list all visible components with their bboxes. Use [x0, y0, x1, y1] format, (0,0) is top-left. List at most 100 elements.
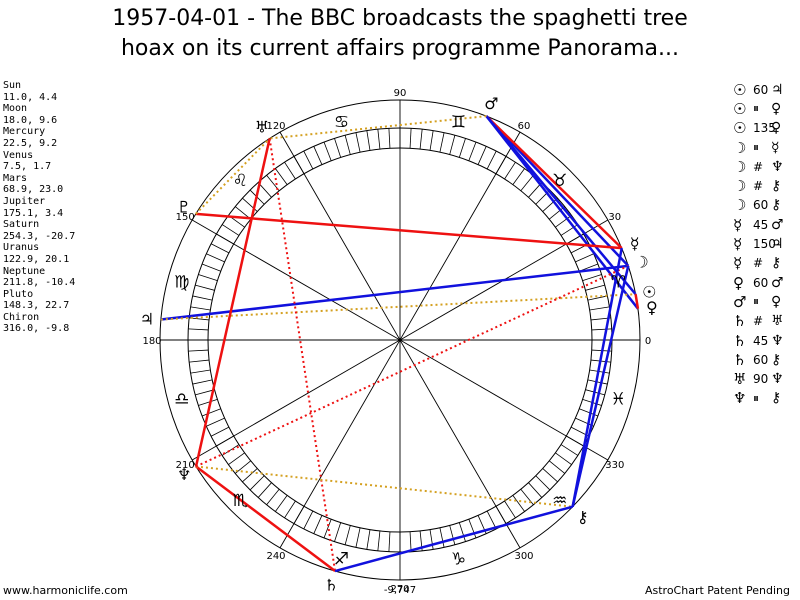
degree-tick [303, 510, 314, 530]
planet-glyph-neptune: ♆ [177, 465, 191, 484]
aspect-row: ♂ ⏸ ♀ [733, 292, 784, 311]
aspect-planet-1-glyph: ☿ [733, 254, 743, 273]
degree-tick [195, 389, 215, 396]
aspect-line [485, 115, 630, 267]
planet-glyph-pluto: ♇ [177, 198, 191, 217]
aspect-line [269, 115, 487, 140]
degree-tick [419, 129, 423, 150]
aspect-type: # [753, 179, 764, 194]
degree-tick [195, 284, 215, 291]
planet-coords-moon: 18.0, 9.6 [3, 114, 58, 126]
aspect-planet-1-glyph: ☽ [733, 138, 747, 157]
degree-tick [439, 527, 445, 548]
degree-label: 180 [142, 336, 161, 347]
aspect-planet-2-glyph: ♀ [771, 120, 782, 137]
aspect-type: 150 [753, 237, 776, 252]
degree-tick [192, 379, 213, 385]
degree-tick [190, 369, 211, 374]
zodiac-sign-glyph: ♐ [334, 549, 349, 569]
zodiac-sign-glyph: ♑ [451, 549, 466, 569]
degree-tick [409, 531, 412, 552]
aspect-planet-2-glyph: ⚷ [771, 255, 782, 272]
degree-tick [323, 519, 332, 539]
aspect-line [634, 294, 640, 309]
degree-tick [303, 150, 314, 170]
aspect-planet-2-glyph: ☿ [771, 139, 780, 156]
planet-name-pluto: Pluto [3, 288, 34, 300]
degree-tick [377, 129, 381, 150]
aspect-planet-2-glyph: ♂ [771, 274, 784, 291]
degree-tick [198, 398, 218, 406]
degree-tick [228, 452, 245, 465]
aspect-planet-2-glyph: ♀ [771, 293, 782, 310]
aspect-row: ☽ 60 ⚷ [733, 196, 784, 215]
planet-coords-pluto: 148.3, 22.7 [3, 300, 70, 312]
degree-tick [582, 274, 602, 282]
chart-title: 1957-04-01 - The BBC broadcasts the spag… [0, 4, 800, 64]
planet-name-moon: Moon [3, 103, 28, 115]
degree-tick [589, 306, 610, 311]
degree-tick [486, 510, 497, 530]
degree-tick [548, 460, 566, 474]
aspect-row: ☉ 135 ♀ [733, 119, 784, 138]
degree-label: 30 [608, 212, 621, 223]
degree-tick [366, 130, 371, 151]
zodiac-sign-glyph: ♒ [552, 491, 567, 511]
zodiac-sign-glyph: ♍ [174, 273, 189, 293]
aspect-type: 60 [753, 275, 769, 290]
aspect-planet-1-glyph: ☽ [733, 196, 747, 215]
planet-name-uranus: Uranus [3, 242, 40, 254]
degree-tick [458, 138, 466, 158]
degree-tick [555, 215, 572, 228]
degree-tick [242, 468, 258, 483]
aspect-planet-1-glyph: ☽ [733, 157, 747, 176]
aspect-type: ⏸ [753, 294, 760, 309]
degree-tick [284, 500, 296, 519]
degree-tick [575, 253, 594, 263]
aspect-planet-1-glyph: ♆ [733, 389, 747, 408]
aspect-type: # [753, 256, 764, 271]
degree-tick [486, 150, 497, 170]
planet-coords-sun: 11.0, 4.4 [3, 91, 58, 103]
aspect-row: ♀ 60 ♂ [733, 273, 784, 292]
degree-label: 120 [266, 121, 285, 132]
zodiac-sign-glyph: ♈ [611, 273, 626, 293]
aspect-lines [160, 115, 640, 573]
planet-coords-chiron: 316.0, -9.8 [3, 323, 70, 335]
aspect-type: 45 [753, 333, 769, 348]
aspect-type: 135 [753, 121, 776, 136]
aspect-line [195, 465, 573, 508]
aspect-row: ☽ ⏸ ☿ [733, 138, 784, 157]
degree-tick [560, 444, 579, 456]
degree-tick [275, 495, 288, 512]
degree-tick [409, 128, 412, 149]
degree-tick [535, 475, 551, 491]
planet-name-jupiter: Jupiter [3, 195, 46, 207]
degree-tick [468, 519, 477, 539]
aspect-row: ♅ 90 ♆ [733, 369, 784, 388]
degree-tick [388, 531, 391, 552]
aspect-row: ☿ 150 ♃ [733, 234, 784, 253]
degree-tick [189, 359, 210, 363]
aspect-planet-2-glyph: ♆ [771, 371, 784, 388]
planet-glyph-moon: ☽ [634, 253, 648, 272]
degree-tick [201, 263, 221, 272]
aspect-planet-1-glyph: ☿ [733, 235, 743, 254]
degree-tick [429, 130, 434, 151]
degree-tick [388, 128, 391, 149]
degree-tick [266, 488, 280, 506]
planet-coords-venus: 7.5, 1.7 [3, 161, 52, 173]
aspect-row: ♄ 60 ⚷ [733, 350, 784, 369]
aspect-planet-2-glyph: ♅ [771, 313, 784, 330]
degree-tick [355, 132, 361, 153]
planet-glyph-jupiter: ♃ [140, 309, 154, 328]
spoke-line [191, 219, 609, 461]
aspect-row: ☽ # ♆ [733, 157, 784, 176]
degree-tick [548, 206, 566, 220]
aspect-type: 60 [753, 352, 769, 367]
aspect-type: # [753, 314, 764, 329]
aspect-line [485, 115, 623, 250]
degree-tick [234, 460, 252, 474]
degree-tick [477, 146, 487, 165]
degree-label: 300 [514, 551, 533, 562]
